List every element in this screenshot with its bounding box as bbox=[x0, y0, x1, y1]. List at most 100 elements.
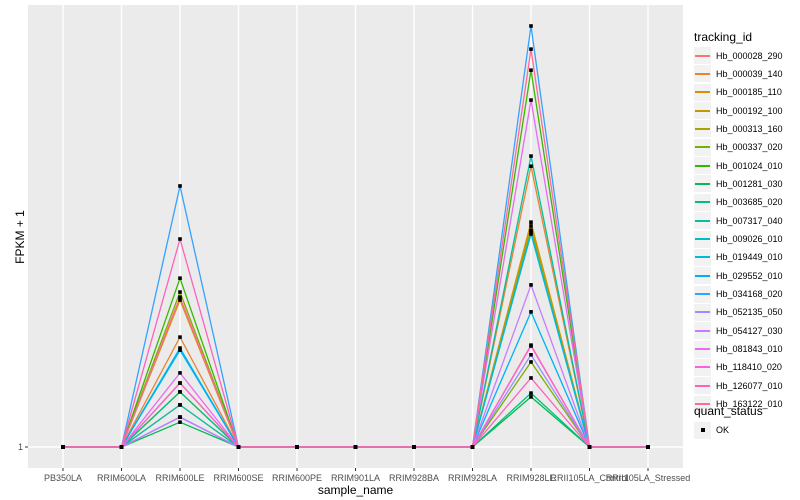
legend-key-line-icon bbox=[695, 329, 710, 332]
x-tick-label-RRIM600LA: RRIM600LA bbox=[96, 473, 147, 483]
legend-key-line-icon bbox=[695, 311, 710, 314]
legend-key-swatch bbox=[694, 322, 711, 340]
legend-key-swatch bbox=[694, 120, 711, 138]
legend-key-line-icon bbox=[695, 109, 710, 112]
legend-item-Hb_052135_050: Hb_052135_050 bbox=[694, 303, 783, 321]
legend-item-label: Hb_034168_020 bbox=[716, 289, 783, 300]
legend-key-swatch bbox=[694, 285, 711, 303]
y-axis-tick-label: 1 bbox=[17, 442, 23, 452]
legend-key-line-icon bbox=[695, 201, 710, 204]
legend-item-label: Hb_054127_030 bbox=[716, 325, 783, 336]
legend-key-swatch bbox=[694, 157, 711, 175]
legend-key-swatch bbox=[694, 102, 711, 120]
x-tick-label-RRIM928BA: RRIM928BA bbox=[388, 473, 440, 483]
x-tick-label-RRII105LA_Control: RRII105LA_Control bbox=[550, 473, 629, 483]
legend-item-Hb_000185_110: Hb_000185_110 bbox=[694, 83, 782, 101]
legend-key-line-icon bbox=[695, 54, 710, 57]
legend-key-line-icon bbox=[695, 366, 710, 369]
legend-item-Hb_000192_100: Hb_000192_100 bbox=[694, 102, 783, 120]
black-square-point-icon bbox=[700, 428, 705, 432]
legend-item-label: Hb_052135_050 bbox=[716, 307, 783, 318]
legend-key-swatch bbox=[694, 267, 711, 285]
legend-key-swatch bbox=[694, 175, 711, 193]
legend-key-line-icon bbox=[695, 72, 710, 75]
legend-item-Hb_019449_010: Hb_019449_010 bbox=[694, 248, 783, 266]
legend-item-label: Hb_000192_100 bbox=[716, 105, 783, 116]
legend-key-swatch bbox=[694, 248, 711, 266]
legend-item-label: Hb_001281_030 bbox=[716, 178, 783, 189]
legend-item-Hb_118410_020: Hb_118410_020 bbox=[694, 358, 782, 376]
legend-item-Hb_001281_030: Hb_001281_030 bbox=[694, 175, 783, 193]
legend-item-Hb_009026_010: Hb_009026_010 bbox=[694, 230, 783, 248]
legend-key-line-icon bbox=[695, 91, 710, 94]
quant-status-key bbox=[694, 421, 711, 439]
x-tick-label-RRIM928LA: RRIM928LA bbox=[447, 473, 498, 483]
legend-item-Hb_001024_010: Hb_001024_010 bbox=[694, 157, 783, 175]
legend-key-swatch bbox=[694, 303, 711, 321]
legend-key-line-icon bbox=[695, 274, 710, 277]
legend-item-label: Hb_003685_020 bbox=[716, 197, 783, 208]
legend-item-ok: OK bbox=[694, 421, 729, 439]
legend-item-label: Hb_000039_140 bbox=[716, 68, 783, 79]
legend-item-label: Hb_163122_010 bbox=[716, 399, 783, 410]
legend-item-Hb_163122_010: Hb_163122_010 bbox=[694, 395, 783, 413]
legend-item-label: Hb_000185_110 bbox=[716, 87, 782, 98]
legend-key-line-icon bbox=[695, 146, 710, 149]
legend-key-swatch bbox=[694, 193, 711, 211]
legend-item-Hb_081843_010: Hb_081843_010 bbox=[694, 340, 783, 358]
legend-item-Hb_000313_160: Hb_000313_160 bbox=[694, 120, 783, 138]
legend-item-label: OK bbox=[716, 425, 730, 435]
legend-item-Hb_000039_140: Hb_000039_140 bbox=[694, 65, 783, 83]
legend-key-line-icon bbox=[695, 384, 710, 387]
legend-item-label: Hb_019449_010 bbox=[716, 252, 783, 263]
legend-item-Hb_000028_290: Hb_000028_290 bbox=[694, 47, 783, 65]
legend-key-line-icon bbox=[695, 238, 710, 240]
x-tick-label-PB350LA: PB350LA bbox=[43, 473, 83, 483]
legend-item-label: Hb_081843_010 bbox=[716, 344, 783, 355]
legend-title-tracking-id: tracking_id bbox=[694, 30, 753, 44]
legend-item-label: Hb_126077_010 bbox=[716, 380, 783, 391]
y-axis-title: FPKM + 1 bbox=[13, 210, 27, 264]
legend-item-Hb_034168_020: Hb_034168_020 bbox=[694, 285, 783, 303]
legend-item-label: Hb_001024_010 bbox=[716, 160, 783, 171]
legend-key-line-icon bbox=[695, 164, 710, 167]
legend-key-line-icon bbox=[695, 256, 710, 259]
legend-key-swatch bbox=[694, 83, 711, 101]
legend-item-Hb_000337_020: Hb_000337_020 bbox=[694, 138, 783, 156]
legend-panel: tracking_id Hb_000028_290 Hb_000039_140 Hb… bbox=[691, 0, 800, 500]
legend-item-label: Hb_000313_160 bbox=[716, 123, 783, 134]
axis-ticks bbox=[25, 446, 649, 471]
legend-item-label: Hb_118410_020 bbox=[716, 362, 782, 373]
legend-key-line-icon bbox=[695, 127, 710, 130]
legend-item-Hb_003685_020: Hb_003685_020 bbox=[694, 193, 783, 211]
legend-item-Hb_054127_030: Hb_054127_030 bbox=[694, 322, 783, 340]
legend-key-swatch bbox=[694, 230, 711, 248]
legend-item-Hb_007317_040: Hb_007317_040 bbox=[694, 212, 783, 230]
legend-key-swatch bbox=[694, 395, 711, 413]
legend-key-line-icon bbox=[695, 293, 710, 296]
x-tick-label-RRIM600SE: RRIM600SE bbox=[213, 473, 264, 483]
legend-key-line-icon bbox=[695, 182, 710, 185]
legend-key-line-icon bbox=[695, 403, 710, 406]
legend-item-label: Hb_000337_020 bbox=[716, 142, 783, 153]
x-tick-label-RRIM901LA: RRIM901LA bbox=[330, 473, 381, 483]
legend-key-swatch bbox=[694, 65, 711, 83]
legend-item-Hb_029552_010: Hb_029552_010 bbox=[694, 267, 783, 285]
legend-key-swatch bbox=[694, 340, 711, 358]
legend-item-label: Hb_009026_010 bbox=[716, 234, 783, 244]
legend-key-swatch bbox=[694, 358, 711, 376]
legend-item-label: Hb_007317_040 bbox=[716, 215, 783, 226]
data-points bbox=[61, 24, 650, 449]
x-tick-label-RRIM600PE: RRIM600PE bbox=[271, 473, 323, 483]
legend-key-swatch bbox=[694, 212, 711, 230]
legend-item-label: Hb_029552_010 bbox=[716, 270, 783, 281]
x-tick-label-RRIM928LE: RRIM928LE bbox=[506, 473, 556, 483]
legend-key-swatch bbox=[694, 377, 711, 395]
legend-item-label: Hb_000028_290 bbox=[716, 50, 783, 61]
legend-key-line-icon bbox=[695, 348, 710, 351]
x-tick-label-RRII105LA_Stressed: RRII105LA_Stressed bbox=[605, 473, 691, 483]
legend-key-line-icon bbox=[695, 219, 710, 222]
x-tick-label-RRIM600LE: RRIM600LE bbox=[155, 473, 205, 483]
